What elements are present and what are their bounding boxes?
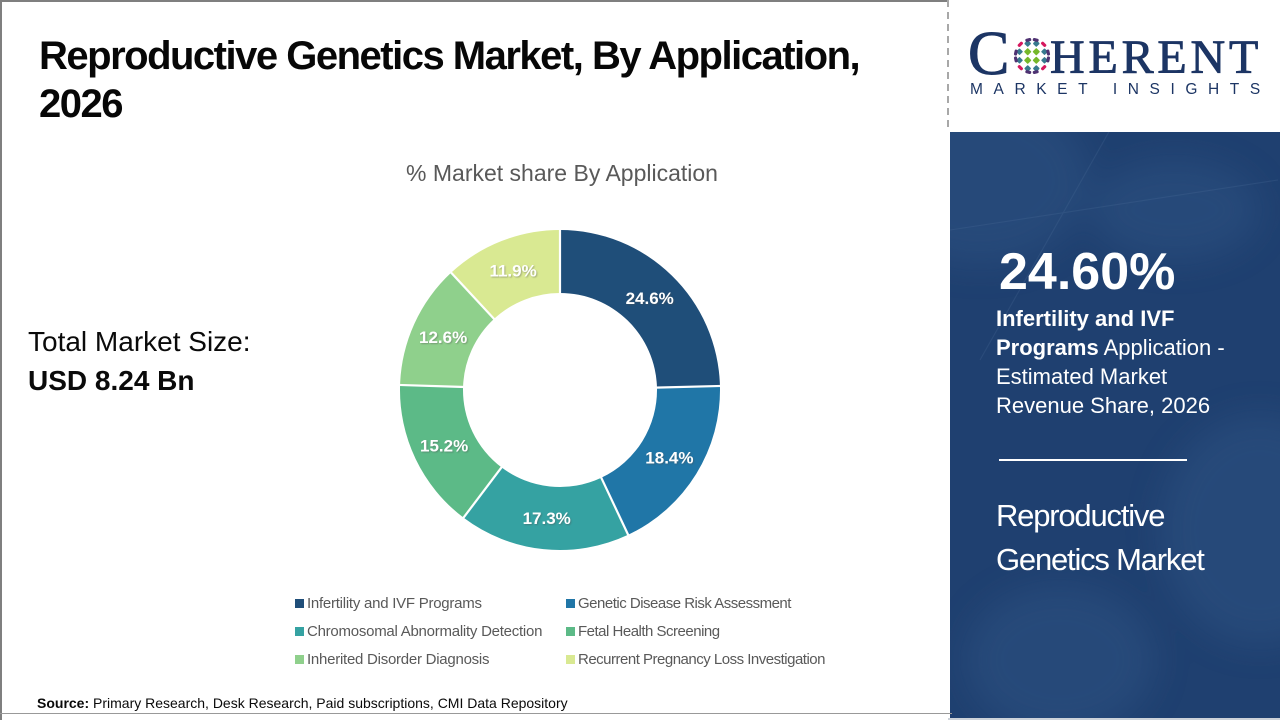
svg-text:17.3%: 17.3% bbox=[523, 509, 571, 528]
svg-text:MARKET INSIGHTS: MARKET INSIGHTS bbox=[970, 81, 1271, 98]
svg-text:24.6%: 24.6% bbox=[626, 289, 674, 308]
svg-text:HERENT: HERENT bbox=[1050, 31, 1262, 84]
svg-text:11.9%: 11.9% bbox=[489, 261, 536, 280]
svg-text:15.2%: 15.2% bbox=[420, 436, 468, 455]
svg-text:18.4%: 18.4% bbox=[645, 449, 693, 468]
svg-text:C: C bbox=[968, 20, 1009, 88]
svg-text:12.6%: 12.6% bbox=[419, 328, 467, 347]
